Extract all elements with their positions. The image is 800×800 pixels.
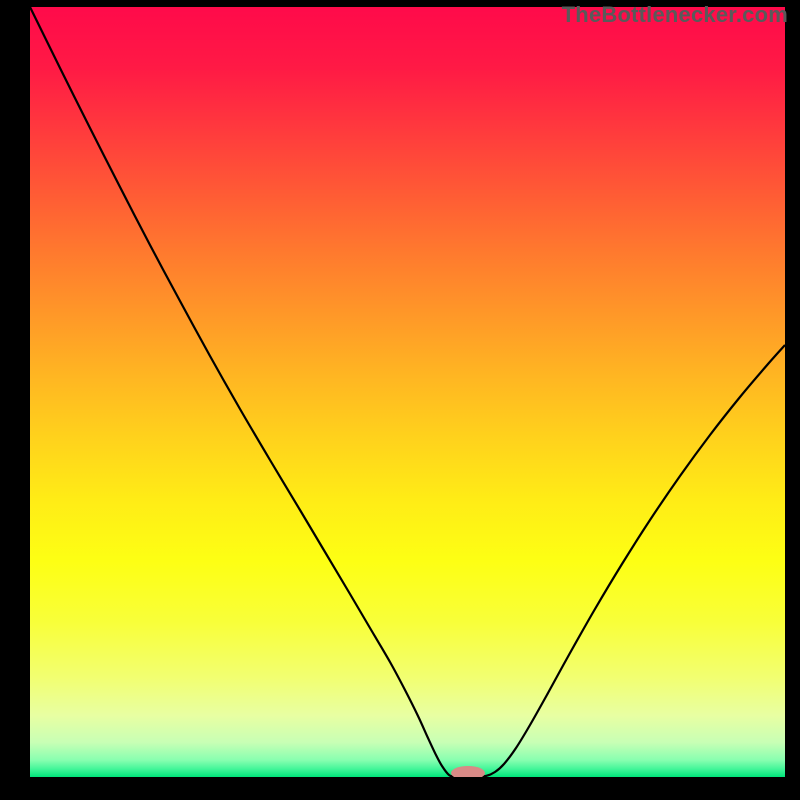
optimal-marker: [451, 766, 485, 780]
watermark-text: TheBottlenecker.com: [562, 2, 788, 28]
chart-frame: TheBottlenecker.com: [0, 0, 800, 800]
plot-background: [30, 7, 785, 777]
bottleneck-curve-chart: [0, 0, 800, 800]
